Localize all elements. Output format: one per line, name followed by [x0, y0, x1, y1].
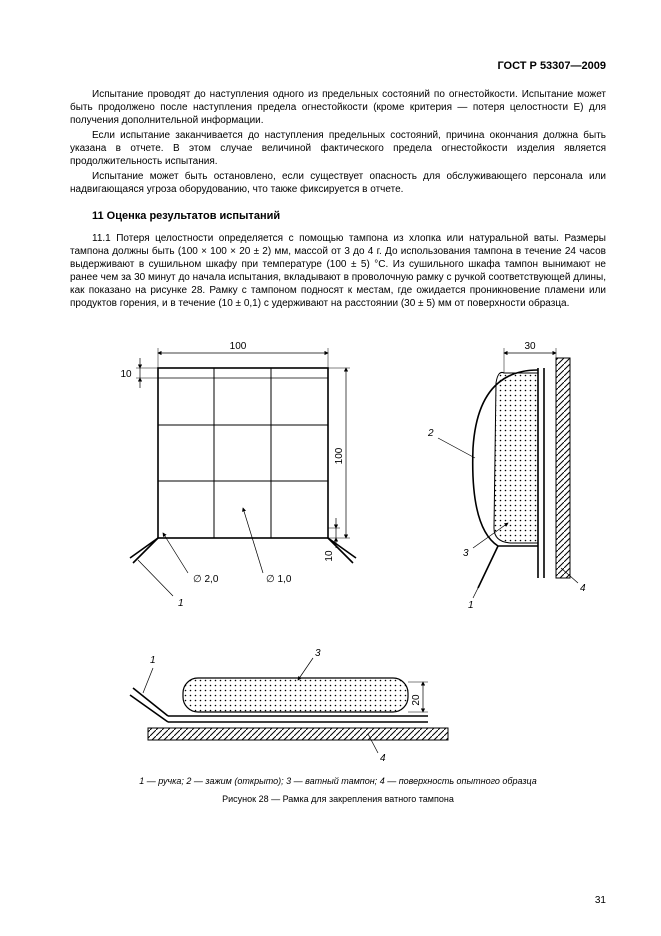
paragraph-1: Испытание проводят до наступления одного… [70, 88, 606, 127]
diam-2-0: ∅ 2,0 [193, 574, 219, 585]
diam-1-0: ∅ 1,0 [266, 574, 292, 585]
dim-10-left: 10 [120, 369, 132, 380]
callout-1c: 1 [150, 655, 156, 666]
dim-100-h: 100 [230, 341, 247, 352]
figure-legend: 1 — ручка; 2 — зажим (открыто); 3 — ватн… [70, 776, 606, 786]
callout-2: 2 [427, 428, 434, 439]
dim-30: 30 [524, 341, 536, 352]
figure-28: 100 10 100 10 [70, 328, 606, 768]
callout-1b: 1 [468, 600, 474, 611]
dim-20: 20 [411, 694, 422, 706]
callout-4a: 4 [580, 583, 586, 594]
dim-100-v: 100 [334, 447, 345, 464]
document-id: ГОСТ Р 53307—2009 [70, 60, 606, 72]
paragraph-3: Испытание может быть остановлено, если с… [70, 170, 606, 196]
section-title-11: 11 Оценка результатов испытаний [92, 210, 606, 222]
callout-4b: 4 [380, 753, 386, 764]
callout-1a: 1 [178, 598, 184, 609]
side-view: 30 2 3 4 1 [427, 341, 586, 611]
callout-3a: 3 [463, 548, 469, 559]
paragraph-2: Если испытание заканчивается до наступле… [70, 129, 606, 168]
dim-10-bottom: 10 [324, 550, 335, 562]
top-view: 20 1 3 4 [130, 648, 448, 764]
page-number: 31 [595, 895, 606, 906]
front-view: 100 10 100 10 [120, 341, 356, 609]
callout-3b: 3 [315, 648, 321, 659]
figure-label: Рисунок 28 — Рамка для закрепления ватно… [70, 794, 606, 804]
paragraph-4: 11.1 Потеря целостности определяется с п… [70, 232, 606, 310]
